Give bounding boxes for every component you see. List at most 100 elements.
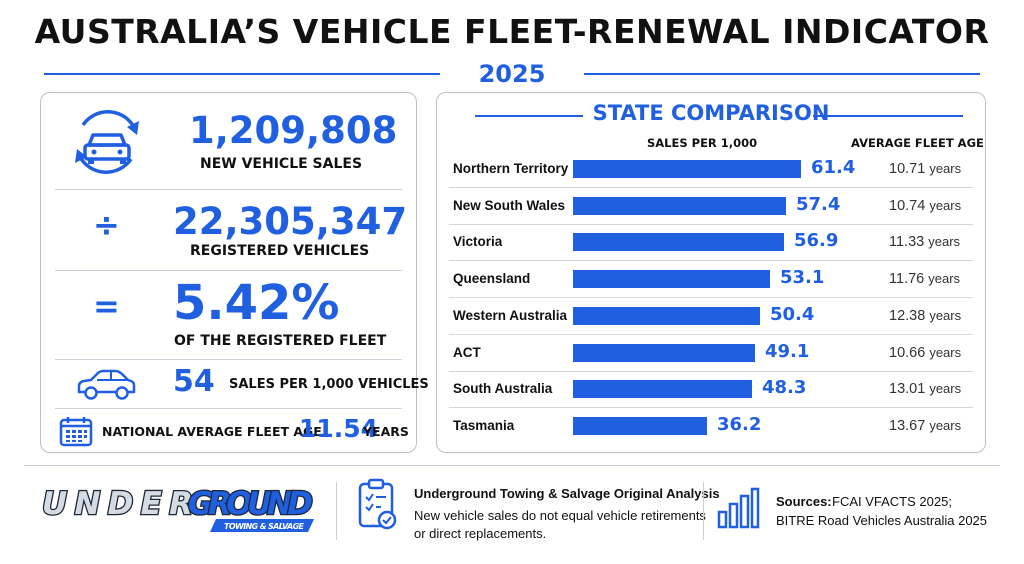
clipboard-check-icon: [358, 478, 397, 530]
row-divider: [449, 187, 973, 188]
state-fleet-age-value: 13.01: [889, 381, 926, 398]
state-name: Western Australia: [453, 307, 568, 323]
state-value-label: 48.3: [762, 377, 807, 399]
row-divider: [449, 260, 973, 262]
row-divider: [449, 223, 973, 225]
new-sales-value: 1,209,808: [189, 109, 398, 152]
new-sales-label: NEW VEHICLE SALES: [200, 156, 363, 172]
svg-text:TOWING & SALVAGE: TOWING & SALVAGE: [224, 522, 305, 531]
state-name: ACT: [453, 344, 481, 360]
fleet-age-label: NATIONAL AVERAGE FLEET AGE: [102, 424, 322, 439]
state-fleet-age-unit: years: [928, 234, 961, 250]
divider: [584, 73, 980, 75]
state-fleet-age-unit: years: [929, 381, 962, 397]
summary-panel: 1,209,808 NEW VEHICLE SALES ÷ 22,305,347…: [40, 92, 429, 453]
state-fleet-age-value: 13.67: [889, 417, 926, 434]
state-fleet-age-unit: years: [929, 161, 962, 176]
state-name: Tasmania: [453, 417, 515, 433]
new-sales-row: 1,209,808 NEW VEHICLE SALES: [41, 93, 416, 189]
bar-chart-icon: [717, 487, 760, 529]
percent-row: = 5.42% OF THE REGISTERED FLEET: [41, 271, 416, 359]
state-fleet-age: 13.01 years: [889, 381, 961, 397]
state-value-label: 36.2: [717, 413, 762, 435]
sources-line-2: BITRE Road Vehicles Australia 2025: [776, 513, 988, 528]
state-value-label: 57.4: [796, 193, 841, 215]
divider: [475, 115, 583, 117]
state-bar: [573, 416, 707, 435]
state-bar: [573, 306, 760, 325]
state-fleet-age-unit: years: [929, 197, 962, 213]
fleet-age-row: NATIONAL AVERAGE FLEET AGE 11.54 YEARS: [41, 409, 416, 453]
state-value-label: 56.9: [794, 230, 839, 252]
row-divider: [449, 297, 973, 299]
state-value-label: 61.4: [811, 157, 856, 178]
state-fleet-age: 11.76 years: [889, 271, 960, 287]
state-row: Western Australia 50.4 12.38 years: [437, 299, 985, 335]
value-column-header: SALES PER 1,000: [647, 136, 758, 150]
divider: [55, 270, 402, 271]
state-fleet-age-value: 10.66: [889, 344, 926, 361]
state-bar: [573, 380, 752, 399]
state-fleet-age-value: 10.74: [889, 197, 926, 214]
state-name: New South Wales: [453, 197, 566, 213]
state-bar: [573, 233, 784, 252]
row-divider: [449, 407, 973, 409]
svg-text:GROUND: GROUND: [188, 486, 312, 522]
logo-graphic: UNDER GROUND TOWING & SALVAGE: [41, 485, 315, 532]
company-logo: UNDER GROUND TOWING & SALVAGE: [38, 484, 316, 532]
chart-title: STATE COMPARISON: [592, 101, 830, 125]
registered-label: REGISTERED VEHICLES: [190, 243, 370, 259]
state-fleet-age-unit: years: [928, 271, 961, 287]
state-fleet-age-value: 11.76: [889, 271, 925, 288]
state-fleet-age: 10.74 years: [889, 198, 961, 214]
state-bar: [573, 196, 786, 215]
state-value-label: 50.4: [770, 303, 815, 325]
per-thousand-label: SALES PER 1,000 VEHICLES: [229, 377, 429, 392]
equals-symbol: =: [93, 287, 120, 325]
state-fleet-age-unit: years: [929, 307, 962, 323]
state-bar: [573, 343, 755, 362]
row-divider: [449, 333, 973, 335]
state-row: Tasmania 36.2 13.67 years: [437, 409, 985, 445]
fleet-age-value: 11.54: [299, 414, 379, 443]
calendar-icon: [59, 417, 93, 447]
analysis-line-2: or direct replacements.: [414, 526, 547, 541]
state-fleet-age: 10.66 years: [889, 345, 961, 361]
footer-divider: [703, 482, 704, 540]
divider: [55, 189, 402, 190]
age-column-header: AVERAGE FLEET AGE: [851, 136, 984, 150]
state-comparison-panel: STATE COMPARISON SALES PER 1,000 AVERAGE…: [436, 92, 986, 453]
state-row: Victoria 56.9 11.33 years: [437, 225, 985, 262]
divider: [813, 115, 963, 117]
sources-label: Sources:: [776, 494, 832, 509]
divider: [55, 359, 402, 360]
state-value-label: 53.1: [780, 267, 825, 289]
state-bar: [573, 270, 770, 289]
state-row: New South Wales 57.4 10.74 years: [437, 189, 985, 225]
per-thousand-row: 54 SALES PER 1,000 VEHICLES: [41, 360, 429, 408]
state-fleet-age: 10.71 years: [889, 161, 961, 177]
page-title: AUSTRALIA’S VEHICLE FLEET-RENEWAL INDICA…: [34, 12, 990, 51]
state-fleet-age-value: 10.71: [889, 161, 926, 177]
percent-label: OF THE REGISTERED FLEET: [174, 333, 387, 349]
state-row: Northern Territory 61.4 10.71 years: [437, 152, 985, 188]
state-row: Queensland 53.1 11.76 years: [437, 262, 985, 299]
state-row: ACT 49.1 10.66 years: [437, 336, 985, 372]
state-fleet-age-unit: years: [929, 344, 962, 360]
divide-symbol: ÷: [93, 206, 120, 244]
state-value-label: 49.1: [765, 340, 810, 362]
registered-value: 22,305,347: [173, 200, 408, 243]
registered-row: ÷ 22,305,347 REGISTERED VEHICLES: [41, 190, 416, 270]
state-row: South Australia 48.3 13.01 years: [437, 372, 985, 409]
car-refresh-icon: [75, 110, 139, 174]
footer-divider: [336, 482, 337, 540]
divider: [44, 73, 440, 75]
row-divider: [449, 370, 973, 372]
svg-text:UNDER: UNDER: [42, 486, 192, 522]
footer-divider: [24, 465, 1000, 466]
sources-line-1: FCAI VFACTS 2025;: [832, 494, 952, 509]
per-thousand-value: 54: [173, 364, 215, 399]
state-fleet-age-unit: years: [929, 417, 962, 433]
state-fleet-age: 13.67 years: [889, 418, 961, 434]
state-fleet-age-value: 11.33: [889, 234, 925, 251]
